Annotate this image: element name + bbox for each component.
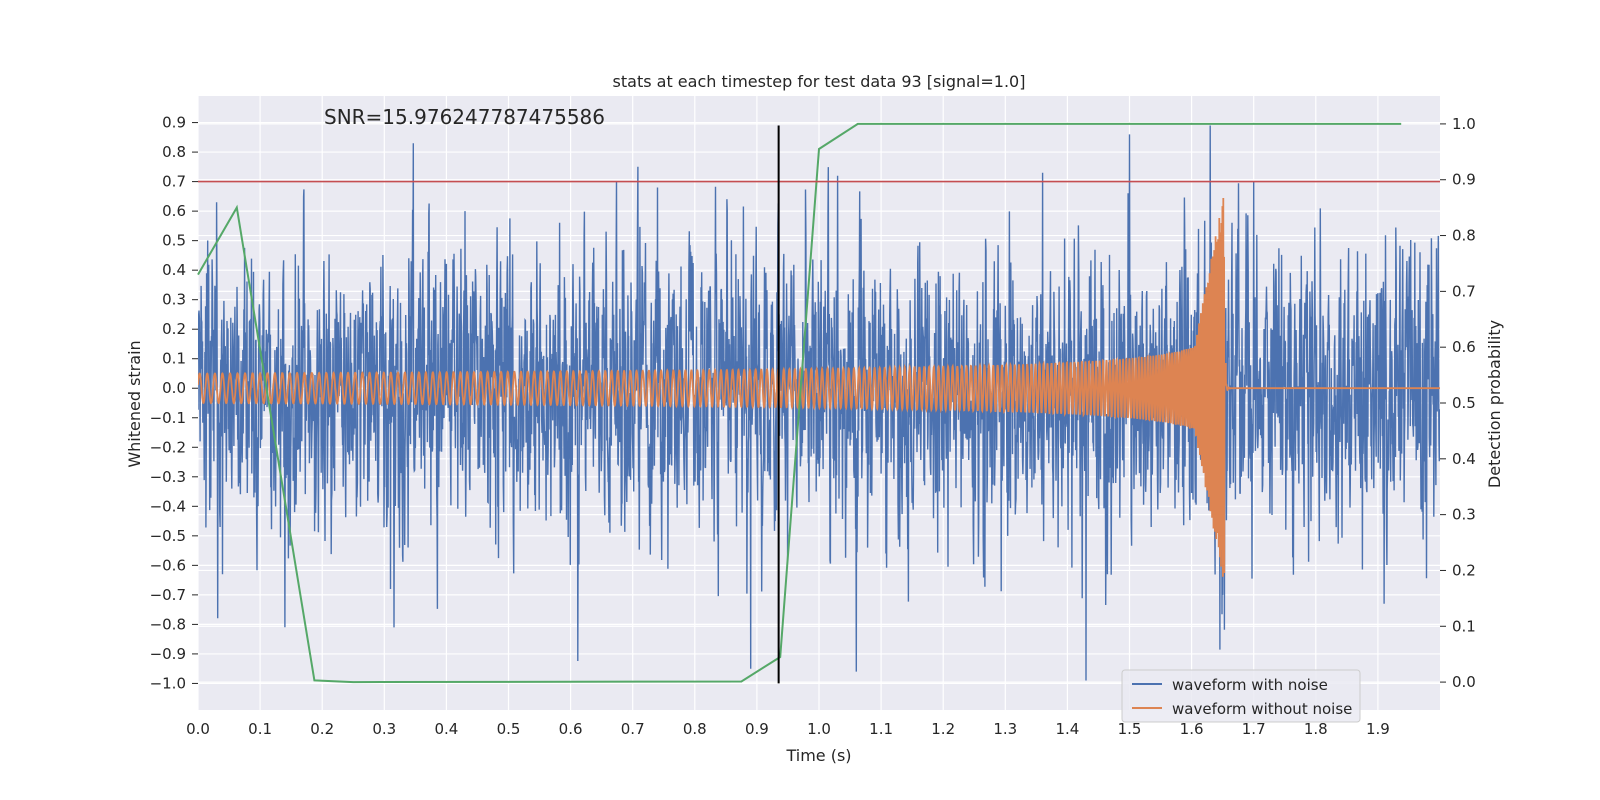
- x-tick-label: 1.4: [1055, 720, 1079, 738]
- x-tick-label: 0.8: [683, 720, 707, 738]
- series-waveform-with-noise: [198, 125, 1440, 681]
- y-tick-label: 0.9: [162, 114, 186, 132]
- y-tick-label: 0.5: [162, 232, 186, 250]
- y2-axis-label: Detection probability: [1485, 320, 1504, 488]
- x-tick-label: 1.1: [869, 720, 893, 738]
- x-tick-label: 0.6: [559, 720, 583, 738]
- y2-tick-label: 0.1: [1452, 617, 1476, 635]
- axes: 0.0 0.1 0.2 0.3 0.4 0.5 0.6 0.7 0.8 0.9 1.0 1.1 1.2 1…: [150, 114, 1476, 738]
- y-tick-label: 0.1: [162, 350, 186, 368]
- y2-tick-label: 0.9: [1452, 171, 1476, 189]
- x-tick-label: 0.4: [434, 720, 458, 738]
- y-tick-label: −0.3: [150, 468, 186, 486]
- y-tick-label: −0.4: [150, 497, 186, 515]
- y-tick-label: −0.7: [150, 586, 186, 604]
- y-tick-label: −0.1: [150, 409, 186, 427]
- x-tick-label: 1.6: [1180, 720, 1204, 738]
- x-tick-label: 1.8: [1304, 720, 1328, 738]
- x-tick-label: 0.9: [745, 720, 769, 738]
- x-tick-label: 1.5: [1118, 720, 1142, 738]
- y2-tick-label: 0.3: [1452, 506, 1476, 524]
- y-tick-label: −0.6: [150, 556, 186, 574]
- line-waveform-with-noise: [198, 125, 1440, 681]
- chart-title: stats at each timestep for test data 93 …: [613, 72, 1026, 91]
- y2-tick-label: 0.5: [1452, 394, 1476, 412]
- x-tick-label: 1.0: [807, 720, 831, 738]
- x-tick-label: 1.3: [993, 720, 1017, 738]
- series-detection-probability: [197, 122, 1402, 684]
- legend-box: [1121, 669, 1361, 723]
- y-tick-label: 0.6: [162, 202, 186, 220]
- y2-tick-label: 0.7: [1452, 282, 1476, 300]
- y-tick-label: 0.4: [162, 261, 186, 279]
- overlays: [198, 125, 1440, 684]
- x-tick-label: 0.7: [621, 720, 645, 738]
- series-waveform-without-noise: [198, 197, 1440, 577]
- y-tick-label: −0.9: [150, 645, 186, 663]
- y2-tick-label: 0.0: [1452, 673, 1476, 691]
- y2-tick-label: 0.8: [1452, 227, 1476, 245]
- x-tick-label: 1.9: [1366, 720, 1390, 738]
- y-tick-label: −0.8: [150, 615, 186, 633]
- x-tick-label: 1.2: [931, 720, 955, 738]
- legend-label-noise: waveform with noise: [1172, 676, 1328, 694]
- x-tick-label: 0.2: [310, 720, 334, 738]
- y-tick-label: −0.2: [150, 438, 186, 456]
- x-tick-label: 0.3: [372, 720, 396, 738]
- y-tick-label: 0.2: [162, 320, 186, 338]
- y2-tick-label: 0.2: [1452, 561, 1476, 579]
- y2-tick-label: 0.6: [1452, 338, 1476, 356]
- x-tick-label: 0.0: [186, 720, 210, 738]
- y-tick-label: 0.0: [162, 379, 186, 397]
- x-tick-label: 1.7: [1242, 720, 1266, 738]
- y-tick-label: 0.3: [162, 291, 186, 309]
- line-detection-probability: [197, 122, 1402, 684]
- y-axis-label: Whitened strain: [125, 340, 144, 467]
- y-tick-label: −1.0: [150, 674, 186, 692]
- legend: waveform with noise waveform without noi…: [1121, 669, 1361, 723]
- y-tick-label: −0.5: [150, 527, 186, 545]
- y2-tick-label: 1.0: [1452, 115, 1476, 133]
- legend-label-clean: waveform without noise: [1172, 700, 1352, 718]
- y2-tick-label: 0.4: [1452, 450, 1476, 468]
- snr-annotation: SNR=15.976247787475586: [324, 105, 605, 129]
- y-tick-label: 0.7: [162, 173, 186, 191]
- x-axis-label: Time (s): [785, 746, 851, 765]
- y-tick-label: 0.8: [162, 143, 186, 161]
- x-tick-label: 0.5: [497, 720, 521, 738]
- x-tick-label: 0.1: [248, 720, 272, 738]
- line-waveform-without-noise: [198, 197, 1440, 577]
